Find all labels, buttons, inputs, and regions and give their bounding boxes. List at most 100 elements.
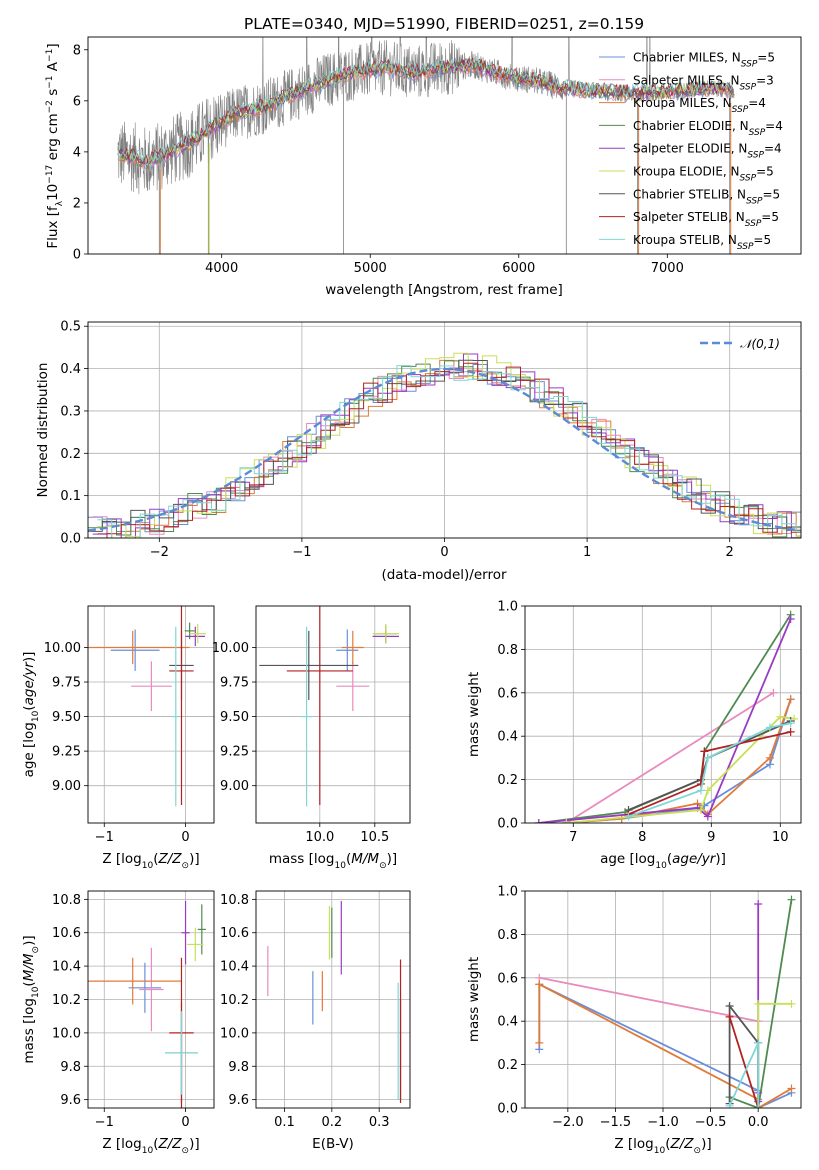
x-tick-label: 5000 <box>354 261 387 276</box>
model-spectrum-line <box>117 56 734 165</box>
y-tick-label: 10.6 <box>220 926 249 941</box>
x-tick-label: 6000 <box>502 261 535 276</box>
x-tick-label: 2 <box>726 545 734 560</box>
y-tick-label: 9.8 <box>60 1060 81 1075</box>
x-tick-label: 10.0 <box>305 830 334 845</box>
legend: Chabrier MILES, NSSP=5 Salpeter MILES, NS… <box>599 51 783 252</box>
weight-marker <box>725 1002 734 1011</box>
weight-marker <box>787 1084 796 1093</box>
x-tick-label: 1 <box>583 545 591 560</box>
weight-line <box>628 720 791 811</box>
y-tick-label: 10.0 <box>52 1026 81 1041</box>
plot-area <box>256 891 410 1108</box>
spectrum-panel: 4000 5000 6000 7000 0 2 4 6 8 wavelength [Angstro… <box>45 36 802 298</box>
weight-vs-metallicity-panel: −2.0 −1.5 −1.0 −0.5 0.0 0.0 0.2 0.4 0.6 0.8 1.0 Z [… <box>466 885 802 1156</box>
model-spectrum-line <box>117 57 734 166</box>
legend-label: Salpeter STELIB, NSSP=5 <box>633 210 779 229</box>
weight-line <box>538 614 792 823</box>
weight-marker <box>754 999 763 1008</box>
y-tick-label: 10.4 <box>220 960 249 975</box>
legend-label: Salpeter MILES, NSSP=3 <box>633 73 774 92</box>
x-tick-label: 0 <box>440 545 448 560</box>
weight-line <box>566 699 792 823</box>
legend-label: Chabrier MILES, NSSP=5 <box>633 51 775 70</box>
weight-line <box>729 899 793 1108</box>
x-tick-label: 0 <box>181 1115 189 1130</box>
y-tick-label: 9.75 <box>52 676 81 691</box>
legend-label: Chabrier STELIB, NSSP=5 <box>633 187 780 206</box>
y-tick-label: 9.25 <box>52 745 81 760</box>
weight-line <box>728 1042 760 1108</box>
x-tick-label: 10 <box>772 830 789 845</box>
axes-frame <box>524 605 802 824</box>
weight-marker <box>786 695 795 704</box>
weight-marker <box>776 712 785 721</box>
legend-label: 𝒩(0,1) <box>740 337 780 351</box>
weight-marker <box>790 714 799 723</box>
y-tick-label: 10.00 <box>212 641 249 656</box>
residuals-panel: −2 −1 0 1 2 0.0 0.1 0.2 0.3 0.4 0.5 𝒩(0,1) (data-mod… <box>35 320 802 583</box>
x-tick-label: −1 <box>292 545 311 560</box>
legend-label: Kroupa MILES, NSSP=4 <box>633 96 766 115</box>
x-tick-label: 10.5 <box>360 830 389 845</box>
y-tick-label: 8 <box>73 43 81 58</box>
weight-line <box>728 1016 760 1108</box>
x-tick-label: −1.5 <box>600 1115 632 1130</box>
y-tick-label: 0.4 <box>497 730 518 745</box>
residual-histogram <box>97 365 801 538</box>
plot-area <box>117 37 735 254</box>
x-axis-label: wavelength [Angstrom, rest frame] <box>325 282 563 298</box>
y-tick-label: 9.25 <box>220 745 249 760</box>
y-tick-label: 0.1 <box>60 489 81 504</box>
age-vs-mass-panel: 10.0 10.5 9.00 9.25 9.50 9.75 10.00 mass [log10… <box>212 605 411 871</box>
y-tick-label: 0.2 <box>497 773 518 788</box>
weight-marker <box>703 753 712 762</box>
weight-marker <box>562 819 571 823</box>
y-tick-label: 10.4 <box>52 960 81 975</box>
x-tick-label: −2 <box>150 545 169 560</box>
weight-marker <box>703 786 712 795</box>
mass-vs-ebv-panel: 0.1 0.2 0.3 9.6 9.8 10.0 10.2 10.4 10.6 10.8 E(B-V… <box>220 890 411 1152</box>
x-tick-label: 7 <box>569 830 577 845</box>
plot-area <box>88 606 214 823</box>
weight-marker <box>765 753 774 762</box>
y-tick-label: 0.0 <box>497 817 518 832</box>
plot-area <box>256 606 410 823</box>
x-tick-label: −1 <box>95 830 114 845</box>
y-tick-label: 0.8 <box>497 928 518 943</box>
x-tick-label: 0 <box>181 830 189 845</box>
y-tick-label: 10.2 <box>220 993 249 1008</box>
weight-vs-age-panel: 7 8 9 10 0.0 0.2 0.4 0.6 0.8 1.0 age [log10(age/yr… <box>466 600 802 871</box>
y-tick-label: 0.6 <box>497 971 518 986</box>
weight-marker <box>769 688 778 697</box>
weight-marker <box>787 895 796 904</box>
y-tick-label: 9.00 <box>220 779 249 794</box>
weight-marker <box>725 1012 734 1021</box>
axes-frame <box>524 890 802 1109</box>
y-tick-label: 6 <box>73 94 81 109</box>
y-tick-label: 9.6 <box>60 1093 81 1108</box>
x-axis-label: (data-model)/error <box>381 567 507 583</box>
weight-line <box>565 692 774 823</box>
weight-marker <box>754 1104 763 1108</box>
axes-frame <box>255 890 411 1109</box>
weight-marker <box>535 1038 544 1047</box>
x-tick-label: −1.0 <box>647 1115 679 1130</box>
y-tick-label: 9.8 <box>228 1060 249 1075</box>
y-tick-label: 0.5 <box>60 320 81 335</box>
weight-marker <box>754 900 763 909</box>
weight-line <box>566 699 792 823</box>
x-axis-label: Z [log10(Z/Z⊙)] <box>614 1136 711 1156</box>
x-axis-label: E(B-V) <box>312 1136 354 1152</box>
y-tick-label: 0 <box>73 248 81 263</box>
y-axis-label: Normed distribution <box>35 363 51 498</box>
weight-line <box>628 731 791 816</box>
y-axis-label: mass weight <box>466 672 482 757</box>
y-tick-label: 10.6 <box>52 926 81 941</box>
y-tick-label: 10.0 <box>220 1026 249 1041</box>
legend-label: Chabrier ELODIE, NSSP=4 <box>633 119 783 138</box>
residual-histogram <box>92 362 801 538</box>
axes-frame <box>87 605 215 824</box>
weight-marker <box>624 812 633 821</box>
y-tick-label: 10.8 <box>52 893 81 908</box>
